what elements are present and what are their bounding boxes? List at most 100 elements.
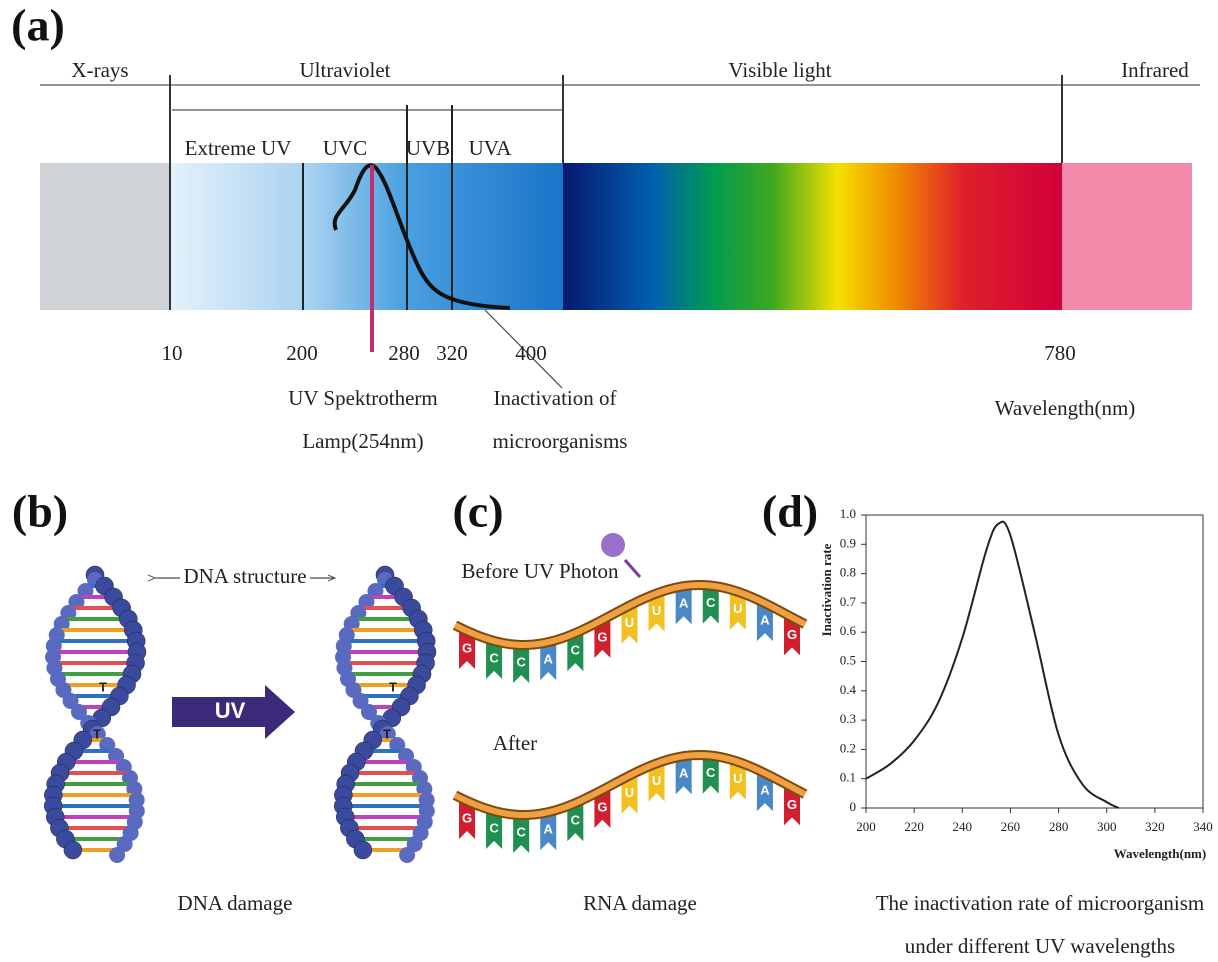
wavelength-label: 200 bbox=[286, 341, 318, 365]
base-label: C bbox=[516, 824, 526, 839]
base-flag bbox=[756, 773, 773, 812]
base-flag bbox=[486, 640, 503, 679]
curve-note: Inactivation of bbox=[493, 386, 616, 410]
base-label: C bbox=[489, 650, 499, 665]
band-label: UVC bbox=[323, 136, 367, 160]
wavelength-label: 10 bbox=[162, 341, 183, 365]
before-label: Before UV Photon bbox=[461, 559, 619, 583]
base-label: U bbox=[625, 615, 634, 630]
base-flag bbox=[540, 642, 557, 681]
x-tick-label: 200 bbox=[856, 819, 876, 834]
ribbon bbox=[453, 752, 807, 818]
base-label: C bbox=[571, 643, 581, 658]
base-flag bbox=[594, 789, 611, 828]
base-label: C bbox=[489, 820, 499, 835]
panel-c bbox=[452, 533, 808, 853]
x-tick-label: 340 bbox=[1193, 819, 1213, 834]
base-flag bbox=[513, 644, 530, 683]
base-label: A bbox=[679, 766, 689, 781]
wavelength-label: 780 bbox=[1044, 341, 1076, 365]
base-flag bbox=[648, 593, 665, 632]
backbone bbox=[353, 840, 373, 860]
y-axis-label: Inactivation rate bbox=[819, 543, 834, 636]
base-label: A bbox=[760, 783, 770, 798]
structure-label: DNA structure bbox=[183, 564, 306, 588]
x-tick-label: 220 bbox=[904, 819, 924, 834]
base-flag bbox=[729, 591, 746, 630]
base-flag bbox=[784, 787, 800, 826]
base-label: T bbox=[389, 679, 397, 694]
region-label: Ultraviolet bbox=[300, 58, 391, 82]
x-tick-label: 300 bbox=[1097, 819, 1117, 834]
base-flag bbox=[702, 585, 719, 624]
base-flag bbox=[621, 775, 638, 814]
base-label: A bbox=[544, 652, 554, 667]
data-line bbox=[865, 520, 1120, 809]
y-tick-label: 0.7 bbox=[840, 594, 857, 609]
base-label: C bbox=[516, 654, 526, 669]
panel-label: (c) bbox=[452, 486, 503, 537]
caption: The inactivation rate of microorganism bbox=[876, 891, 1205, 915]
base-flag bbox=[513, 814, 530, 853]
y-tick-label: 0.9 bbox=[840, 535, 856, 550]
region-label: X-rays bbox=[71, 58, 128, 82]
y-tick-label: 0 bbox=[850, 799, 857, 814]
backbone bbox=[62, 693, 79, 709]
x-tick-label: 240 bbox=[953, 819, 973, 834]
response-curve bbox=[332, 163, 511, 310]
band-label: Extreme UV bbox=[185, 136, 292, 160]
base-flag bbox=[675, 586, 692, 625]
base-label: G bbox=[462, 810, 472, 825]
base-label: G bbox=[787, 797, 797, 812]
panel-a bbox=[40, 75, 1200, 389]
x-tick-label: 280 bbox=[1049, 819, 1069, 834]
y-tick-label: 0.3 bbox=[840, 711, 856, 726]
panel-d-chart bbox=[861, 514, 1204, 813]
base-flag bbox=[702, 755, 719, 794]
base-label: T bbox=[99, 679, 107, 694]
uv-band bbox=[170, 163, 563, 310]
base-flag bbox=[459, 630, 475, 669]
base-flag bbox=[648, 763, 665, 802]
panel-b bbox=[43, 565, 437, 863]
base-flag bbox=[540, 812, 557, 851]
caption: under different UV wavelengths bbox=[905, 934, 1175, 958]
base-flag bbox=[784, 617, 800, 656]
band-label: UVA bbox=[469, 136, 513, 160]
panel-label: (b) bbox=[12, 486, 68, 537]
photon bbox=[601, 533, 625, 557]
region-label: Infrared bbox=[1121, 58, 1189, 82]
base-flag bbox=[729, 761, 746, 800]
base-flag bbox=[594, 619, 611, 658]
region-arrows bbox=[40, 75, 1200, 389]
backbone bbox=[109, 847, 126, 863]
base-label: U bbox=[652, 773, 661, 788]
visible-band bbox=[563, 163, 1062, 310]
base-label: A bbox=[679, 596, 689, 611]
ribbon bbox=[453, 582, 807, 648]
infrared-band bbox=[1062, 163, 1192, 310]
base-label: U bbox=[733, 771, 742, 786]
region-label: Visible light bbox=[728, 58, 831, 82]
after-label: After bbox=[493, 731, 537, 755]
base-label: C bbox=[571, 813, 581, 828]
arrow-label: UV bbox=[215, 698, 246, 723]
base-label: T bbox=[383, 726, 391, 741]
base-label: T bbox=[93, 726, 101, 741]
caption: DNA damage bbox=[178, 891, 293, 915]
base-label: G bbox=[597, 799, 607, 814]
dna-helix bbox=[43, 565, 437, 863]
base-label: A bbox=[760, 613, 770, 628]
base-flag bbox=[621, 605, 638, 644]
panel-label: (a) bbox=[11, 0, 65, 51]
lamp-note: Lamp(254nm) bbox=[302, 429, 423, 453]
backbone bbox=[399, 847, 416, 863]
base-label: U bbox=[625, 785, 634, 800]
axis-label: Wavelength(nm) bbox=[995, 396, 1136, 420]
base-label: C bbox=[706, 765, 716, 780]
backbone bbox=[360, 704, 377, 720]
wavelength-label: 400 bbox=[515, 341, 547, 365]
rna-strands bbox=[452, 579, 808, 853]
base-flag bbox=[756, 603, 773, 642]
